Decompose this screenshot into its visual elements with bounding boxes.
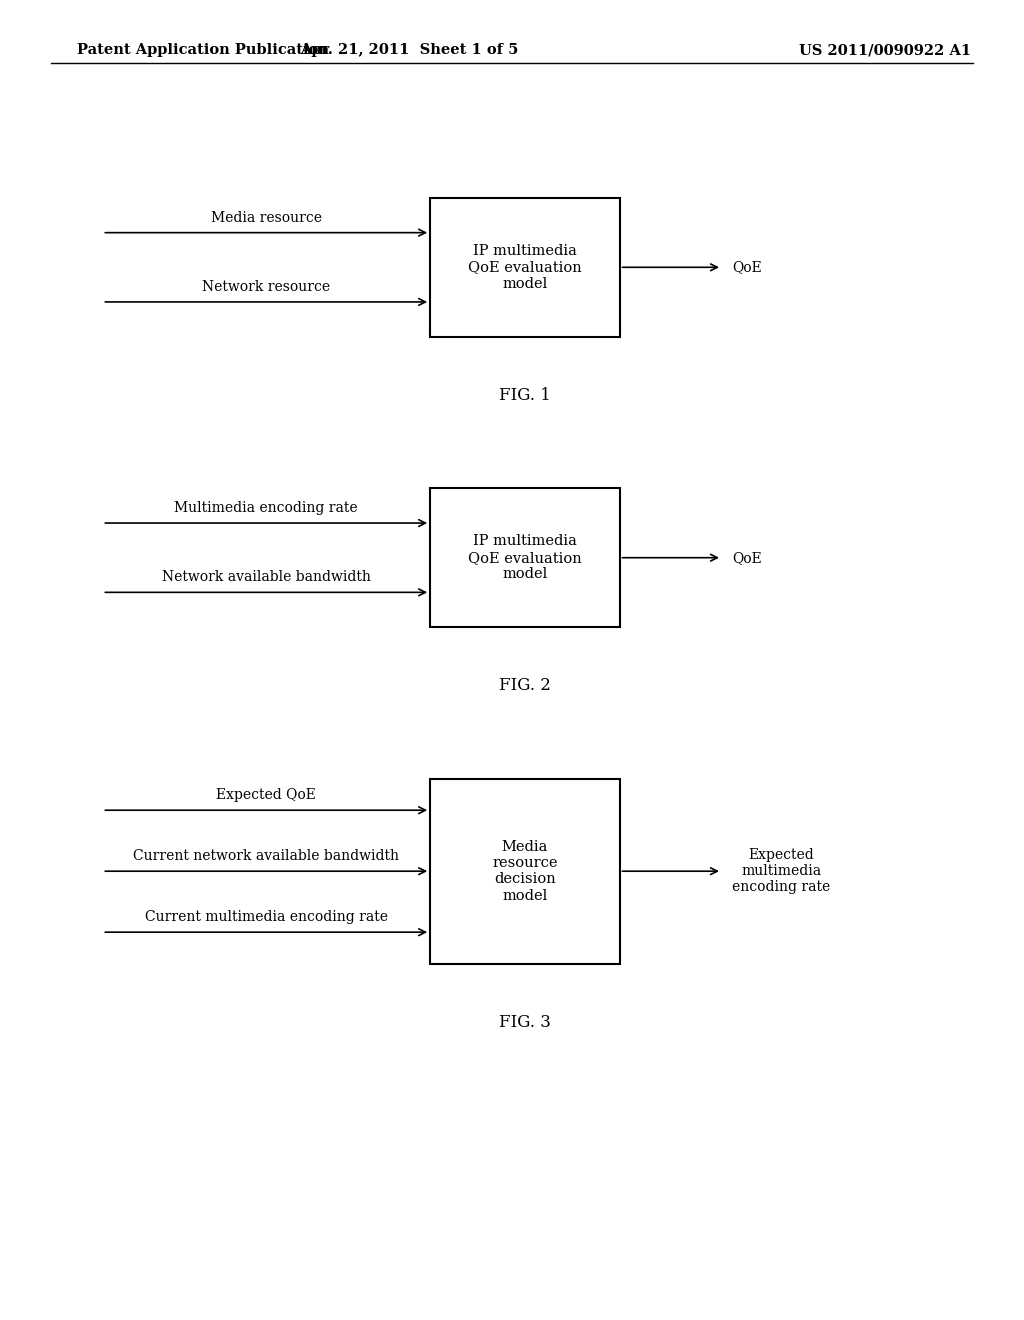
Text: Network resource: Network resource <box>202 280 331 294</box>
Text: IP multimedia
QoE evaluation
model: IP multimedia QoE evaluation model <box>468 244 582 290</box>
Bar <box>430 198 620 337</box>
Text: IP multimedia
QoE evaluation
model: IP multimedia QoE evaluation model <box>468 535 582 581</box>
Bar <box>430 779 620 964</box>
Text: QoE: QoE <box>732 260 762 275</box>
Text: Patent Application Publication: Patent Application Publication <box>77 44 329 57</box>
Text: FIG. 3: FIG. 3 <box>499 1014 551 1031</box>
Text: Network available bandwidth: Network available bandwidth <box>162 570 371 585</box>
Text: Apr. 21, 2011  Sheet 1 of 5: Apr. 21, 2011 Sheet 1 of 5 <box>300 44 519 57</box>
Text: Media resource: Media resource <box>211 211 322 224</box>
Text: FIG. 2: FIG. 2 <box>499 677 551 694</box>
Text: Media
resource
decision
model: Media resource decision model <box>493 840 557 903</box>
Text: Current multimedia encoding rate: Current multimedia encoding rate <box>144 911 388 924</box>
Text: Expected QoE: Expected QoE <box>216 788 316 803</box>
Text: Multimedia encoding rate: Multimedia encoding rate <box>174 502 358 515</box>
Text: US 2011/0090922 A1: US 2011/0090922 A1 <box>799 44 971 57</box>
Text: QoE: QoE <box>732 550 762 565</box>
Text: Expected
multimedia
encoding rate: Expected multimedia encoding rate <box>732 847 830 895</box>
Text: Current network available bandwidth: Current network available bandwidth <box>133 849 399 863</box>
Text: FIG. 1: FIG. 1 <box>499 387 551 404</box>
Bar <box>430 488 620 627</box>
